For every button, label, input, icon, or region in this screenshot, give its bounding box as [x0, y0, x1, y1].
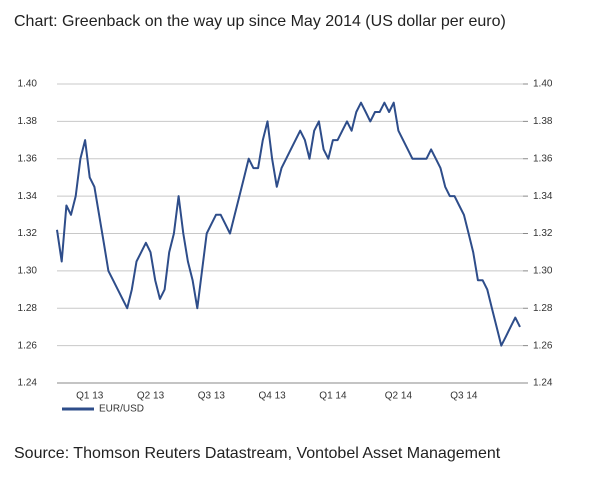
y-tick-label: 1.38 — [18, 116, 38, 127]
y2-tick-label: 1.36 — [533, 153, 553, 164]
y2-tick-label: 1.26 — [533, 340, 553, 351]
legend-label: EUR/USD — [99, 404, 144, 415]
y-tick-label: 1.26 — [18, 340, 38, 351]
x-tick-label: Q2 13 — [137, 391, 165, 402]
y-tick-label: 1.24 — [18, 378, 38, 389]
chart-title: Chart: Greenback on the way up since May… — [14, 13, 506, 30]
x-tick-label: Q2 14 — [385, 391, 413, 402]
y2-tick-label: 1.40 — [533, 79, 553, 90]
y-tick-label: 1.34 — [18, 191, 38, 202]
y-tick-label: 1.28 — [18, 303, 38, 314]
y2-tick-label: 1.28 — [533, 303, 553, 314]
y2-tick-label: 1.38 — [533, 116, 553, 127]
x-tick-label: Q1 14 — [319, 391, 347, 402]
x-tick-label: Q3 14 — [450, 391, 478, 402]
y2-tick-label: 1.24 — [533, 378, 553, 389]
y-tick-label: 1.30 — [18, 266, 38, 277]
x-tick-label: Q3 13 — [198, 391, 226, 402]
x-tick-label: Q4 13 — [259, 391, 287, 402]
y-tick-label: 1.36 — [18, 153, 38, 164]
source: Source: Thomson Reuters Datastream, Vont… — [14, 445, 501, 462]
x-tick-label: Q1 13 — [76, 391, 104, 402]
data-line — [56, 101, 521, 347]
y2-tick-label: 1.30 — [533, 266, 553, 277]
y2-tick-label: 1.32 — [533, 228, 553, 239]
y-tick-label: 1.32 — [18, 228, 38, 239]
y2-tick-label: 1.34 — [533, 191, 553, 202]
y-tick-label: 1.40 — [18, 79, 38, 90]
